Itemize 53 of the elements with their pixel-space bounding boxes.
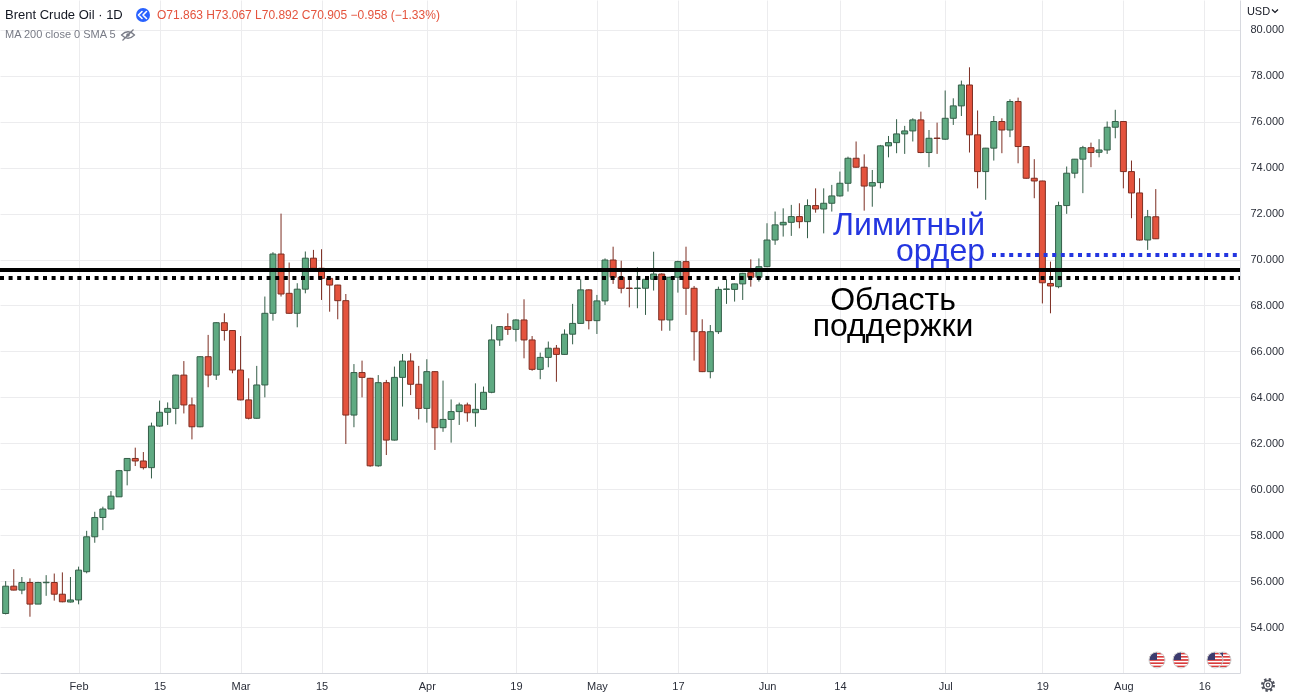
candlestick <box>1152 188 1160 240</box>
ref-line-label: Область поддержки <box>812 280 974 343</box>
y-tick-label: 66.000 <box>1250 344 1285 357</box>
candlestick <box>795 202 803 229</box>
x-tick-label: 16 <box>1198 679 1211 692</box>
candlestick <box>463 402 471 423</box>
candlestick <box>204 334 212 388</box>
x-tick-label: 15 <box>315 679 329 692</box>
y-tick-label: 80.000 <box>1250 23 1285 36</box>
x-tick-label: Apr <box>418 679 437 692</box>
candlestick <box>1144 209 1152 251</box>
candlestick <box>812 187 820 214</box>
candlestick <box>998 117 1006 154</box>
y-tick-label: 74.000 <box>1250 161 1285 174</box>
x-tick-label: 15 <box>153 679 167 692</box>
x-tick-label: 19 <box>1036 679 1049 692</box>
candlestick <box>10 568 18 591</box>
x-tick-label: 19 <box>510 679 523 692</box>
y-tick-label: 54.000 <box>1250 620 1285 633</box>
y-tick-label: 68.000 <box>1250 298 1285 311</box>
text: Brent Crude Oil · 1D <box>5 7 123 22</box>
candlestick <box>26 577 34 618</box>
y-axis-title: USD <box>1246 4 1271 17</box>
candlestick <box>504 312 512 336</box>
x-tick-label: May <box>587 679 609 692</box>
y-tick-label: 78.000 <box>1250 69 1285 82</box>
annotation: MA 200 close 0 SMA 5 <box>5 28 116 40</box>
candlestick <box>933 122 941 155</box>
annotation: O71.863 H73.067 L70.892 C70.905 −0.958 (−1.33%) <box>157 8 440 22</box>
y-tick-label: 58.000 <box>1250 528 1285 541</box>
x-tick-label: Mar <box>231 679 251 692</box>
x-tick-label: Jun <box>758 679 777 692</box>
candlestick <box>358 360 366 398</box>
y-tick-label: 64.000 <box>1250 390 1285 403</box>
y-tick-label: 72.000 <box>1250 207 1285 220</box>
y-tick-label: 60.000 <box>1250 482 1285 495</box>
y-tick-label: 76.000 <box>1250 115 1285 128</box>
candlestick <box>1087 142 1095 168</box>
candlestick <box>552 344 560 383</box>
x-tick-label: Aug <box>1114 679 1134 692</box>
x-tick-label: 17 <box>672 679 685 692</box>
candlestick <box>18 576 26 595</box>
y-tick-label: 70.000 <box>1250 253 1285 266</box>
ref-line-label: Лимитный ордер <box>833 205 985 268</box>
x-tick-label: Feb <box>69 679 89 692</box>
candlestick <box>925 129 933 168</box>
candlestick <box>1046 261 1054 314</box>
x-tick-label: Jul <box>938 679 953 692</box>
candlestick <box>804 198 811 239</box>
candlestick <box>512 318 520 343</box>
x-tick-label: 14 <box>834 679 847 692</box>
y-tick-label: 56.000 <box>1250 574 1285 587</box>
y-tick-label: 62.000 <box>1250 436 1285 449</box>
